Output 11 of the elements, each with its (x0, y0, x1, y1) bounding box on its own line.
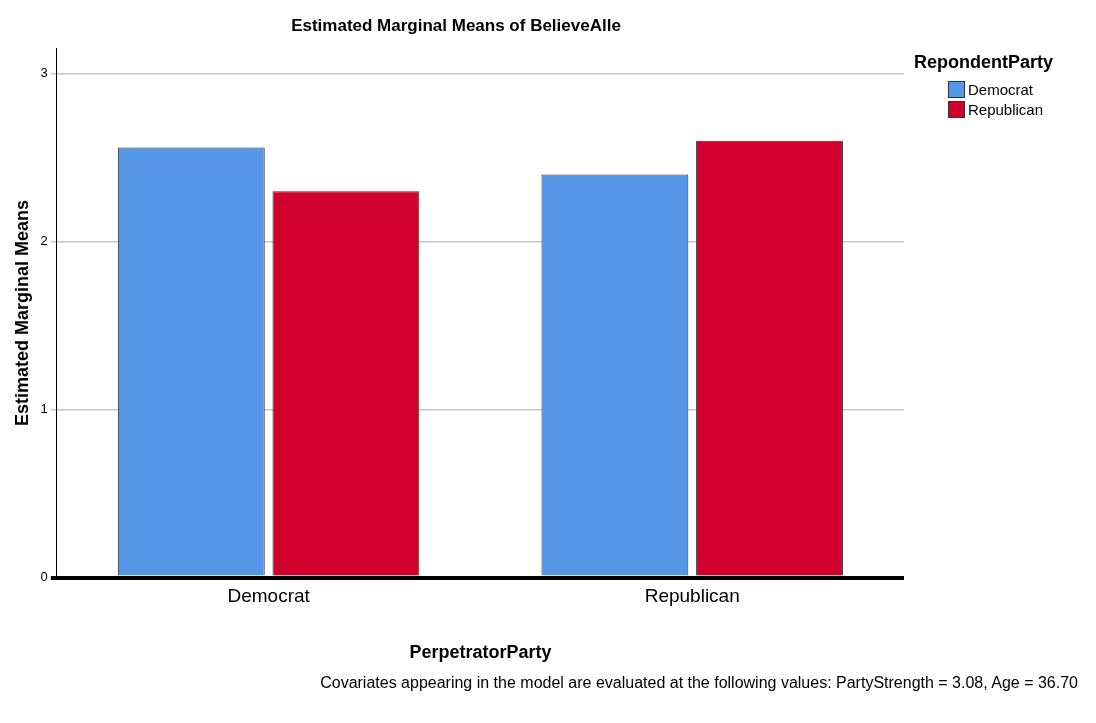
y-tick-label: 0 (40, 569, 48, 585)
y-tick-label: 1 (40, 401, 48, 417)
chart-title: Estimated Marginal Means of BelieveAlle (291, 15, 621, 35)
y-tick-label: 3 (40, 65, 48, 81)
x-axis-title: PerpetratorParty (409, 642, 552, 663)
y-tick-label: 2 (40, 233, 48, 249)
legend-label: Republican (968, 101, 1044, 118)
y-axis-title: Estimated Marginal Means (11, 199, 32, 427)
text: Covariates appearing in the model are evaluated at the following values: PartyStrength = 3.08, Age = 36.70 (319, 674, 1079, 692)
legend-title: RepondentParty (914, 52, 1055, 73)
legend-label: Democrat (968, 81, 1034, 98)
